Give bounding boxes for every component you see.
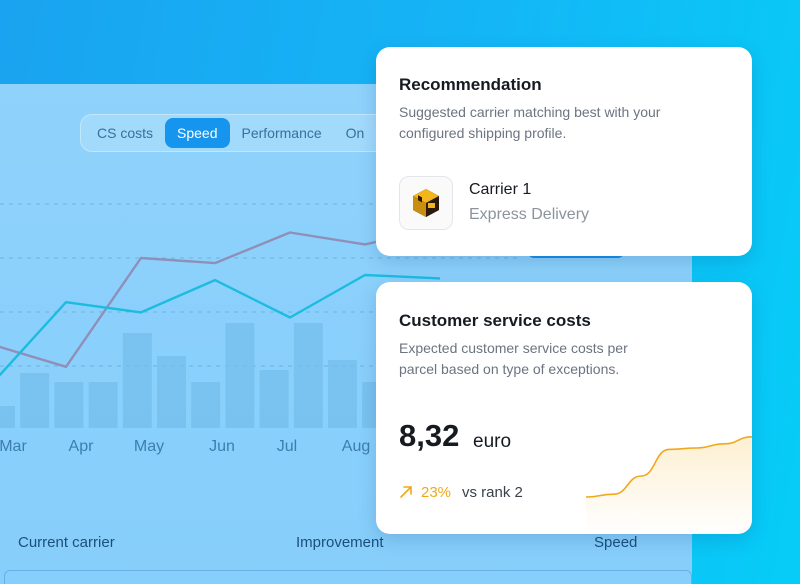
cs-costs-subtitle: Expected customer service costs per parc… [399,340,628,377]
tick-label: Apr [68,438,94,455]
chart-bar [157,356,186,428]
sparkline-line [585,436,752,498]
tick-label: Aug [341,438,371,455]
recommendation-title: Recommendation [399,75,542,94]
recommendation-card: Recommendation Suggested carrier matchin… [376,47,752,256]
chart-bar [191,382,221,428]
series-line-2 [0,273,441,377]
cs-costs-value: 8,32 [399,418,460,453]
series-line-1 [0,226,441,369]
arrow-up-right-icon [400,486,412,498]
chart-bar [225,323,255,428]
trend-percent: 23% [421,484,452,501]
chart-bar [122,333,152,428]
chart-bar [20,373,50,428]
table-row[interactable] [4,570,692,584]
tab-speed[interactable]: Speed [165,118,230,148]
tab-cs-costs[interactable]: CS costs [97,125,154,141]
tab-on[interactable]: On [345,125,365,141]
column-speed: Speed [594,534,638,551]
column-current-carrier: Current carrier [18,534,115,551]
package-icon [399,176,453,230]
chart-bar [328,360,357,428]
carrier-type: Express Delivery [469,206,590,223]
cs-costs-unit: euro [473,431,512,452]
recommendation-subtitle: Suggested carrier matching best with you… [399,104,661,141]
cs-costs-card: Customer service costs Expected customer… [376,282,752,534]
tick-label: Mar [0,438,27,455]
cs-costs-title: Customer service costs [399,311,591,330]
tab-performance[interactable]: Performance [241,125,322,141]
column-improvement: Improvement [296,534,384,551]
chart-bar [54,382,84,428]
trend-label: vs rank 2 [462,484,523,501]
metric-tabs: CS costs Speed Performance On [80,114,390,152]
sparkline-area [586,436,752,534]
carrier-name: Carrier 1 [469,181,532,198]
chart-bar [259,370,289,428]
tick-label: May [133,438,165,455]
tick-label: Jul [276,438,298,455]
cost-sparkline [585,436,752,534]
tick-label: Jun [209,438,235,455]
chart-bar [293,323,323,428]
chart-bar [0,406,15,428]
chart-bar [88,382,118,428]
